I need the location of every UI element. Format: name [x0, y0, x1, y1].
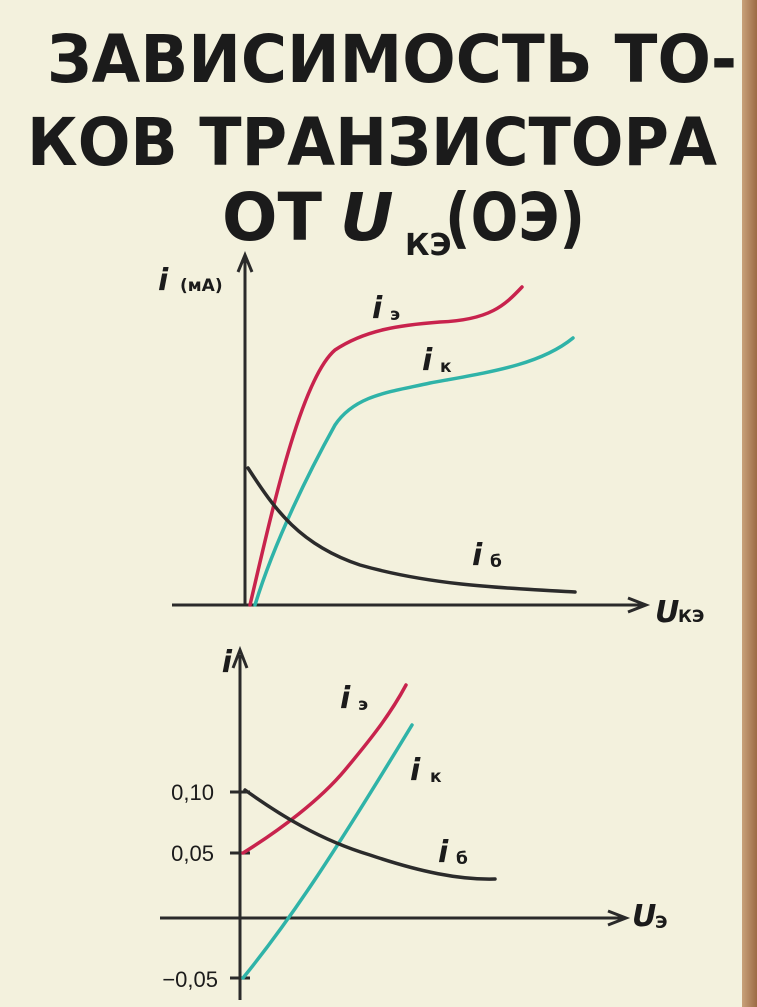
curve-subscript: э [358, 695, 368, 715]
y-axis-label: i [158, 263, 169, 298]
title-line: (ОЭ) [445, 179, 585, 256]
top-chart: i (мА) U КЭ i э i к i б [158, 251, 704, 630]
curve-subscript: к [440, 357, 452, 377]
curve-label: i [422, 343, 433, 378]
y-axis-label: i [222, 645, 233, 680]
curve-ie [241, 683, 408, 855]
x-axis-subscript: КЭ [678, 607, 704, 627]
tick-label: 0,05 [171, 841, 214, 866]
curve-ie [248, 285, 524, 607]
y-axis [236, 251, 254, 605]
tick-label: −0,05 [162, 967, 218, 992]
title-line: ЗАВИСИМОСТЬ ТО- [47, 21, 737, 98]
x-axis-label: U [655, 595, 679, 630]
tick-label: 0,10 [171, 780, 214, 805]
wood-edge [742, 0, 757, 1007]
curve-label: i [472, 538, 483, 573]
curve-label: i [410, 753, 421, 788]
curve-subscript: э [390, 305, 400, 325]
x-axis [160, 909, 631, 927]
bottom-chart: i U Э 0,10 0,05 −0,05 i э i к i б [160, 645, 667, 1000]
y-axis [231, 645, 249, 1000]
y-axis-unit: (мА) [180, 276, 223, 296]
curve-label: i [372, 291, 383, 326]
curve-ik [241, 723, 414, 980]
title-line: КОВ ТРАНЗИСТОРА [27, 104, 717, 181]
curve-label: i [438, 835, 449, 870]
curve-label: i [340, 681, 351, 716]
curve-subscript: б [456, 849, 468, 869]
curve-subscript: к [430, 767, 442, 787]
title-subscript: КЭ [405, 228, 452, 263]
title-symbol: U [340, 179, 394, 256]
title-line: ОТ [222, 179, 322, 256]
x-axis-subscript: Э [655, 913, 667, 933]
curve-subscript: б [490, 552, 502, 572]
curve-ib [246, 466, 577, 594]
curve-ib [243, 788, 497, 881]
x-axis-label: U [632, 899, 656, 934]
